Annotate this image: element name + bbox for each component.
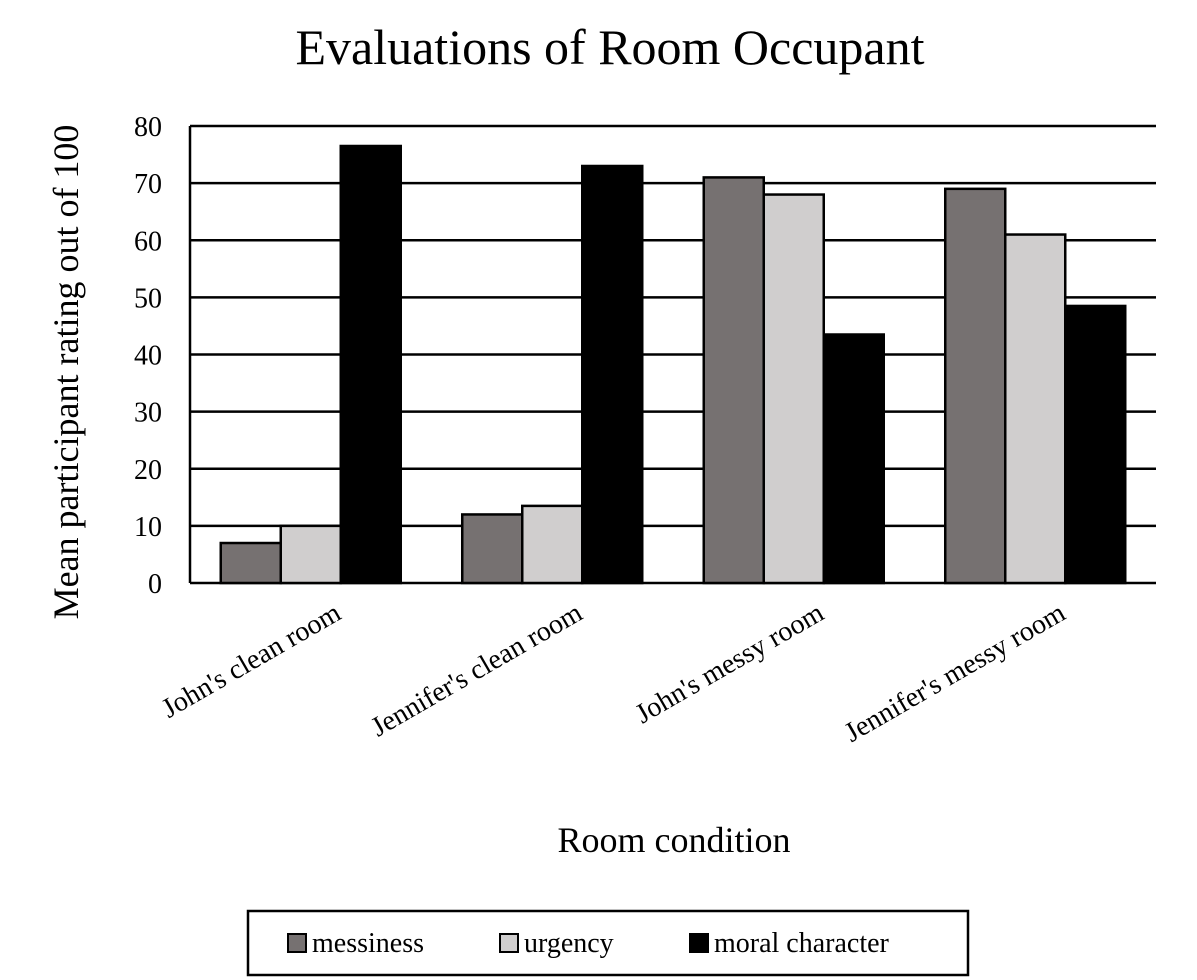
bar-urgency bbox=[762, 193, 825, 585]
legend-swatch bbox=[499, 933, 519, 953]
y-axis-label: Mean participant rating out of 100 bbox=[46, 125, 86, 620]
y-tick-label: 20 bbox=[134, 455, 162, 486]
category-labels: John's clean room Jennifer's clean room Jo… bbox=[157, 597, 1071, 749]
y-tick-label: 60 bbox=[134, 226, 162, 257]
y-tick-label: 70 bbox=[134, 169, 162, 200]
legend-swatch bbox=[689, 933, 709, 953]
legend-label: moral character bbox=[714, 928, 890, 959]
bars bbox=[219, 144, 1127, 585]
y-tick-label: 10 bbox=[134, 512, 162, 543]
legend-swatch bbox=[287, 933, 307, 953]
bar-moral-character bbox=[339, 144, 402, 585]
legend: messiness urgency moral character bbox=[246, 909, 970, 977]
y-tick-labels: 0 10 20 30 40 50 60 70 80 bbox=[134, 112, 162, 600]
bar-messiness bbox=[461, 513, 524, 585]
bar-moral-character bbox=[581, 164, 644, 585]
chart-title: Evaluations of Room Occupant bbox=[295, 19, 924, 75]
legend-box bbox=[246, 909, 970, 977]
legend-label: messiness bbox=[312, 928, 424, 959]
legend-label: urgency bbox=[524, 928, 614, 959]
bar-messiness bbox=[219, 541, 282, 585]
bar-urgency bbox=[1004, 233, 1067, 585]
y-tick-label: 0 bbox=[148, 569, 162, 600]
legend-items: messiness urgency moral character bbox=[287, 928, 890, 959]
y-tick-label: 50 bbox=[134, 283, 162, 314]
x-tick-label: John's messy room bbox=[630, 597, 829, 730]
bar-messiness bbox=[702, 176, 765, 585]
x-tick-label: Jennifer's messy room bbox=[839, 597, 1071, 749]
x-tick-label: John's clean room bbox=[157, 597, 347, 724]
bar-urgency bbox=[521, 504, 584, 585]
y-tick-label: 80 bbox=[134, 112, 162, 143]
bar-urgency bbox=[279, 524, 342, 585]
x-tick-label: Jennifer's clean room bbox=[366, 597, 588, 743]
bar-messiness bbox=[944, 187, 1007, 585]
bar-moral-character bbox=[822, 333, 885, 585]
y-tick-label: 30 bbox=[134, 398, 162, 429]
bar-moral-character bbox=[1064, 304, 1127, 585]
x-axis-label: Room condition bbox=[558, 820, 791, 860]
y-tick-label: 40 bbox=[134, 341, 162, 372]
